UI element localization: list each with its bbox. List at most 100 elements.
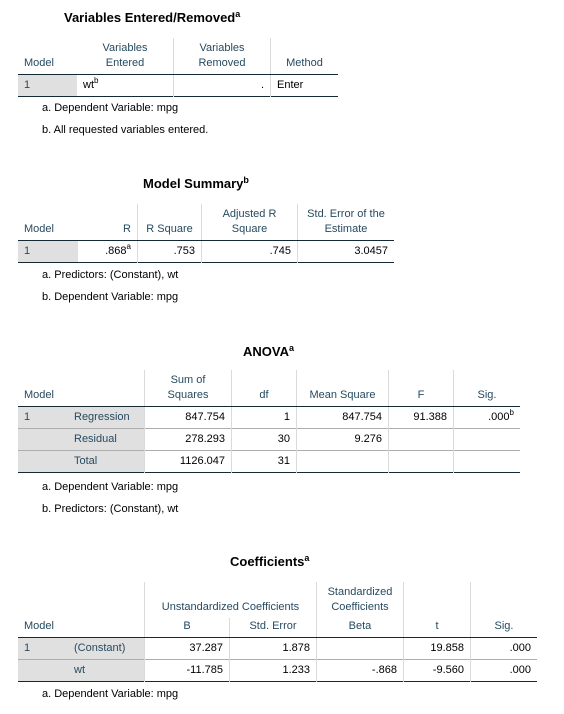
anova-title-text: ANOVA [243, 344, 289, 359]
cell-r: .868a [78, 240, 138, 262]
cell-df: 31 [231, 450, 297, 472]
col-header-sum-of-squares: Sum of Squares [144, 370, 232, 407]
cell-df: 1 [231, 406, 297, 428]
title-footnote-marker: a [288, 343, 294, 353]
cell-mean-square: 9.276 [296, 428, 389, 450]
col-header-model: Model [18, 38, 77, 75]
cell-sum-of-squares: 1126.047 [144, 450, 232, 472]
col-header-std-error: Std. Error of the Estimate [297, 204, 394, 241]
row-label: Regression [68, 406, 145, 428]
footnote: b. Dependent Variable: mpg [42, 291, 179, 303]
cell-r-square: .753 [137, 240, 202, 262]
row-model: 1 [18, 240, 78, 262]
cell-sig [454, 450, 521, 472]
col-header-df: df [231, 370, 297, 407]
row-model: 1 [18, 637, 68, 659]
model-summary-table: Model R R Square Adjusted R Square Std. … [18, 204, 394, 263]
col-header-std-error: Std. Error [229, 618, 317, 638]
model-summary-table-wrap: Model R R Square Adjusted R Square Std. … [18, 204, 394, 263]
col-header-f: F [388, 370, 454, 407]
cell-sum-of-squares: 278.293 [144, 428, 232, 450]
model-summary-title: Model Summaryb [143, 175, 249, 192]
cell-sig-value: .000 [488, 410, 510, 423]
cell-b: 37.287 [144, 637, 230, 659]
footnote: a. Dependent Variable: mpg [42, 481, 179, 493]
col-header-model: Model [18, 582, 68, 638]
col-header-variables-entered: Variables Entered [77, 38, 174, 75]
col-header-r: R [78, 204, 138, 241]
cell-variables-removed: . [173, 74, 271, 96]
coefficients-title: Coefficientsa [230, 553, 310, 570]
col-header-sig: Sig. [453, 370, 520, 407]
col-header-model: Model [18, 370, 68, 407]
title-footnote-marker: a [235, 9, 241, 19]
col-header-b: B [144, 618, 230, 638]
col-header-variables-removed: Variables Removed [173, 38, 271, 75]
cell-std-error: 3.0457 [354, 244, 388, 257]
anova-table: Model Sum of Squares df Mean Square F Si… [18, 370, 520, 473]
table-row: 1 Regression 847.754 1 847.754 91.388 .0… [18, 406, 520, 428]
table-row: wt -11.785 1.233 -.868 -9.560 .000 [18, 659, 537, 681]
col-header-sig: Sig. [470, 582, 537, 638]
row-model: 1 [18, 74, 77, 96]
table-row: 1 (Constant) 37.287 1.878 19.858 .000 [18, 637, 537, 659]
variables-entered-title-text: Variables Entered/Removed [64, 10, 236, 25]
cell-variables-entered-value: wt [83, 78, 94, 91]
cell-mean-square [296, 450, 389, 472]
cell-sig: .000b [454, 406, 521, 428]
cell-sum-of-squares: 847.754 [144, 406, 232, 428]
cell-df: 30 [231, 428, 297, 450]
col-header-blank [68, 582, 145, 638]
col-header-method: Method [270, 38, 338, 75]
cell-t: 19.858 [403, 637, 471, 659]
row-model: 1 [18, 406, 68, 428]
footnote: b. All requested variables entered. [42, 124, 209, 136]
col-header-r-square: R Square [137, 204, 202, 241]
coefficients-table-wrap: Model Unstandardized Coefficients Standa… [18, 582, 537, 682]
variables-entered-title: Variables Entered/Removeda [64, 9, 241, 26]
cell-sig: .000 [509, 641, 531, 654]
table-row: Total 1126.047 31 [18, 450, 520, 472]
cell-b: -11.785 [144, 659, 230, 681]
variables-entered-table: Model Variables Entered Variables Remove… [18, 38, 338, 97]
cell-mean-square: 847.754 [296, 406, 389, 428]
footnote: b. Predictors: (Constant), wt [42, 503, 179, 515]
cell-std-error: 1.878 [229, 637, 317, 659]
cell-method: Enter [277, 78, 304, 91]
col-header-standardized: Standardized Coefficients [316, 582, 404, 618]
cell-f: 91.388 [388, 406, 454, 428]
cell-beta: -.868 [316, 659, 404, 681]
anova-table-wrap: Model Sum of Squares df Mean Square F Si… [18, 370, 520, 473]
footnote: a. Dependent Variable: mpg [42, 102, 179, 114]
row-label: (Constant) [68, 637, 145, 659]
row-model [18, 450, 68, 472]
col-header-t: t [403, 582, 471, 638]
col-header-blank [68, 370, 145, 407]
variables-entered-table-wrap: Model Variables Entered Variables Remove… [18, 38, 338, 97]
cell-sig: .000 [509, 663, 531, 676]
cell-footnote-marker: b [94, 75, 99, 85]
row-label: Residual [68, 428, 145, 450]
cell-f [388, 428, 454, 450]
anova-title: ANOVAa [243, 343, 294, 360]
footnote: a. Predictors: (Constant), wt [42, 269, 179, 281]
col-header-adjusted-r-square: Adjusted R Square [201, 204, 298, 241]
title-footnote-marker: b [243, 175, 249, 185]
cell-variables-entered: wtb [77, 74, 174, 96]
title-footnote-marker: a [304, 553, 310, 563]
cell-f [388, 450, 454, 472]
cell-t: -9.560 [403, 659, 471, 681]
table-row: Residual 278.293 30 9.276 [18, 428, 520, 450]
col-header-unstandardized: Unstandardized Coefficients [144, 582, 317, 618]
coefficients-table: Model Unstandardized Coefficients Standa… [18, 582, 537, 682]
coefficients-title-text: Coefficients [230, 554, 305, 569]
cell-beta [316, 637, 404, 659]
row-model [18, 659, 68, 681]
col-header-model: Model [18, 204, 78, 241]
col-header-beta: Beta [316, 618, 404, 638]
row-label: wt [68, 659, 145, 681]
model-summary-title-text: Model Summary [143, 176, 244, 191]
cell-adjusted-r-square: .745 [201, 240, 298, 262]
cell-r-value: .868 [105, 244, 127, 257]
col-header-mean-square: Mean Square [296, 370, 389, 407]
